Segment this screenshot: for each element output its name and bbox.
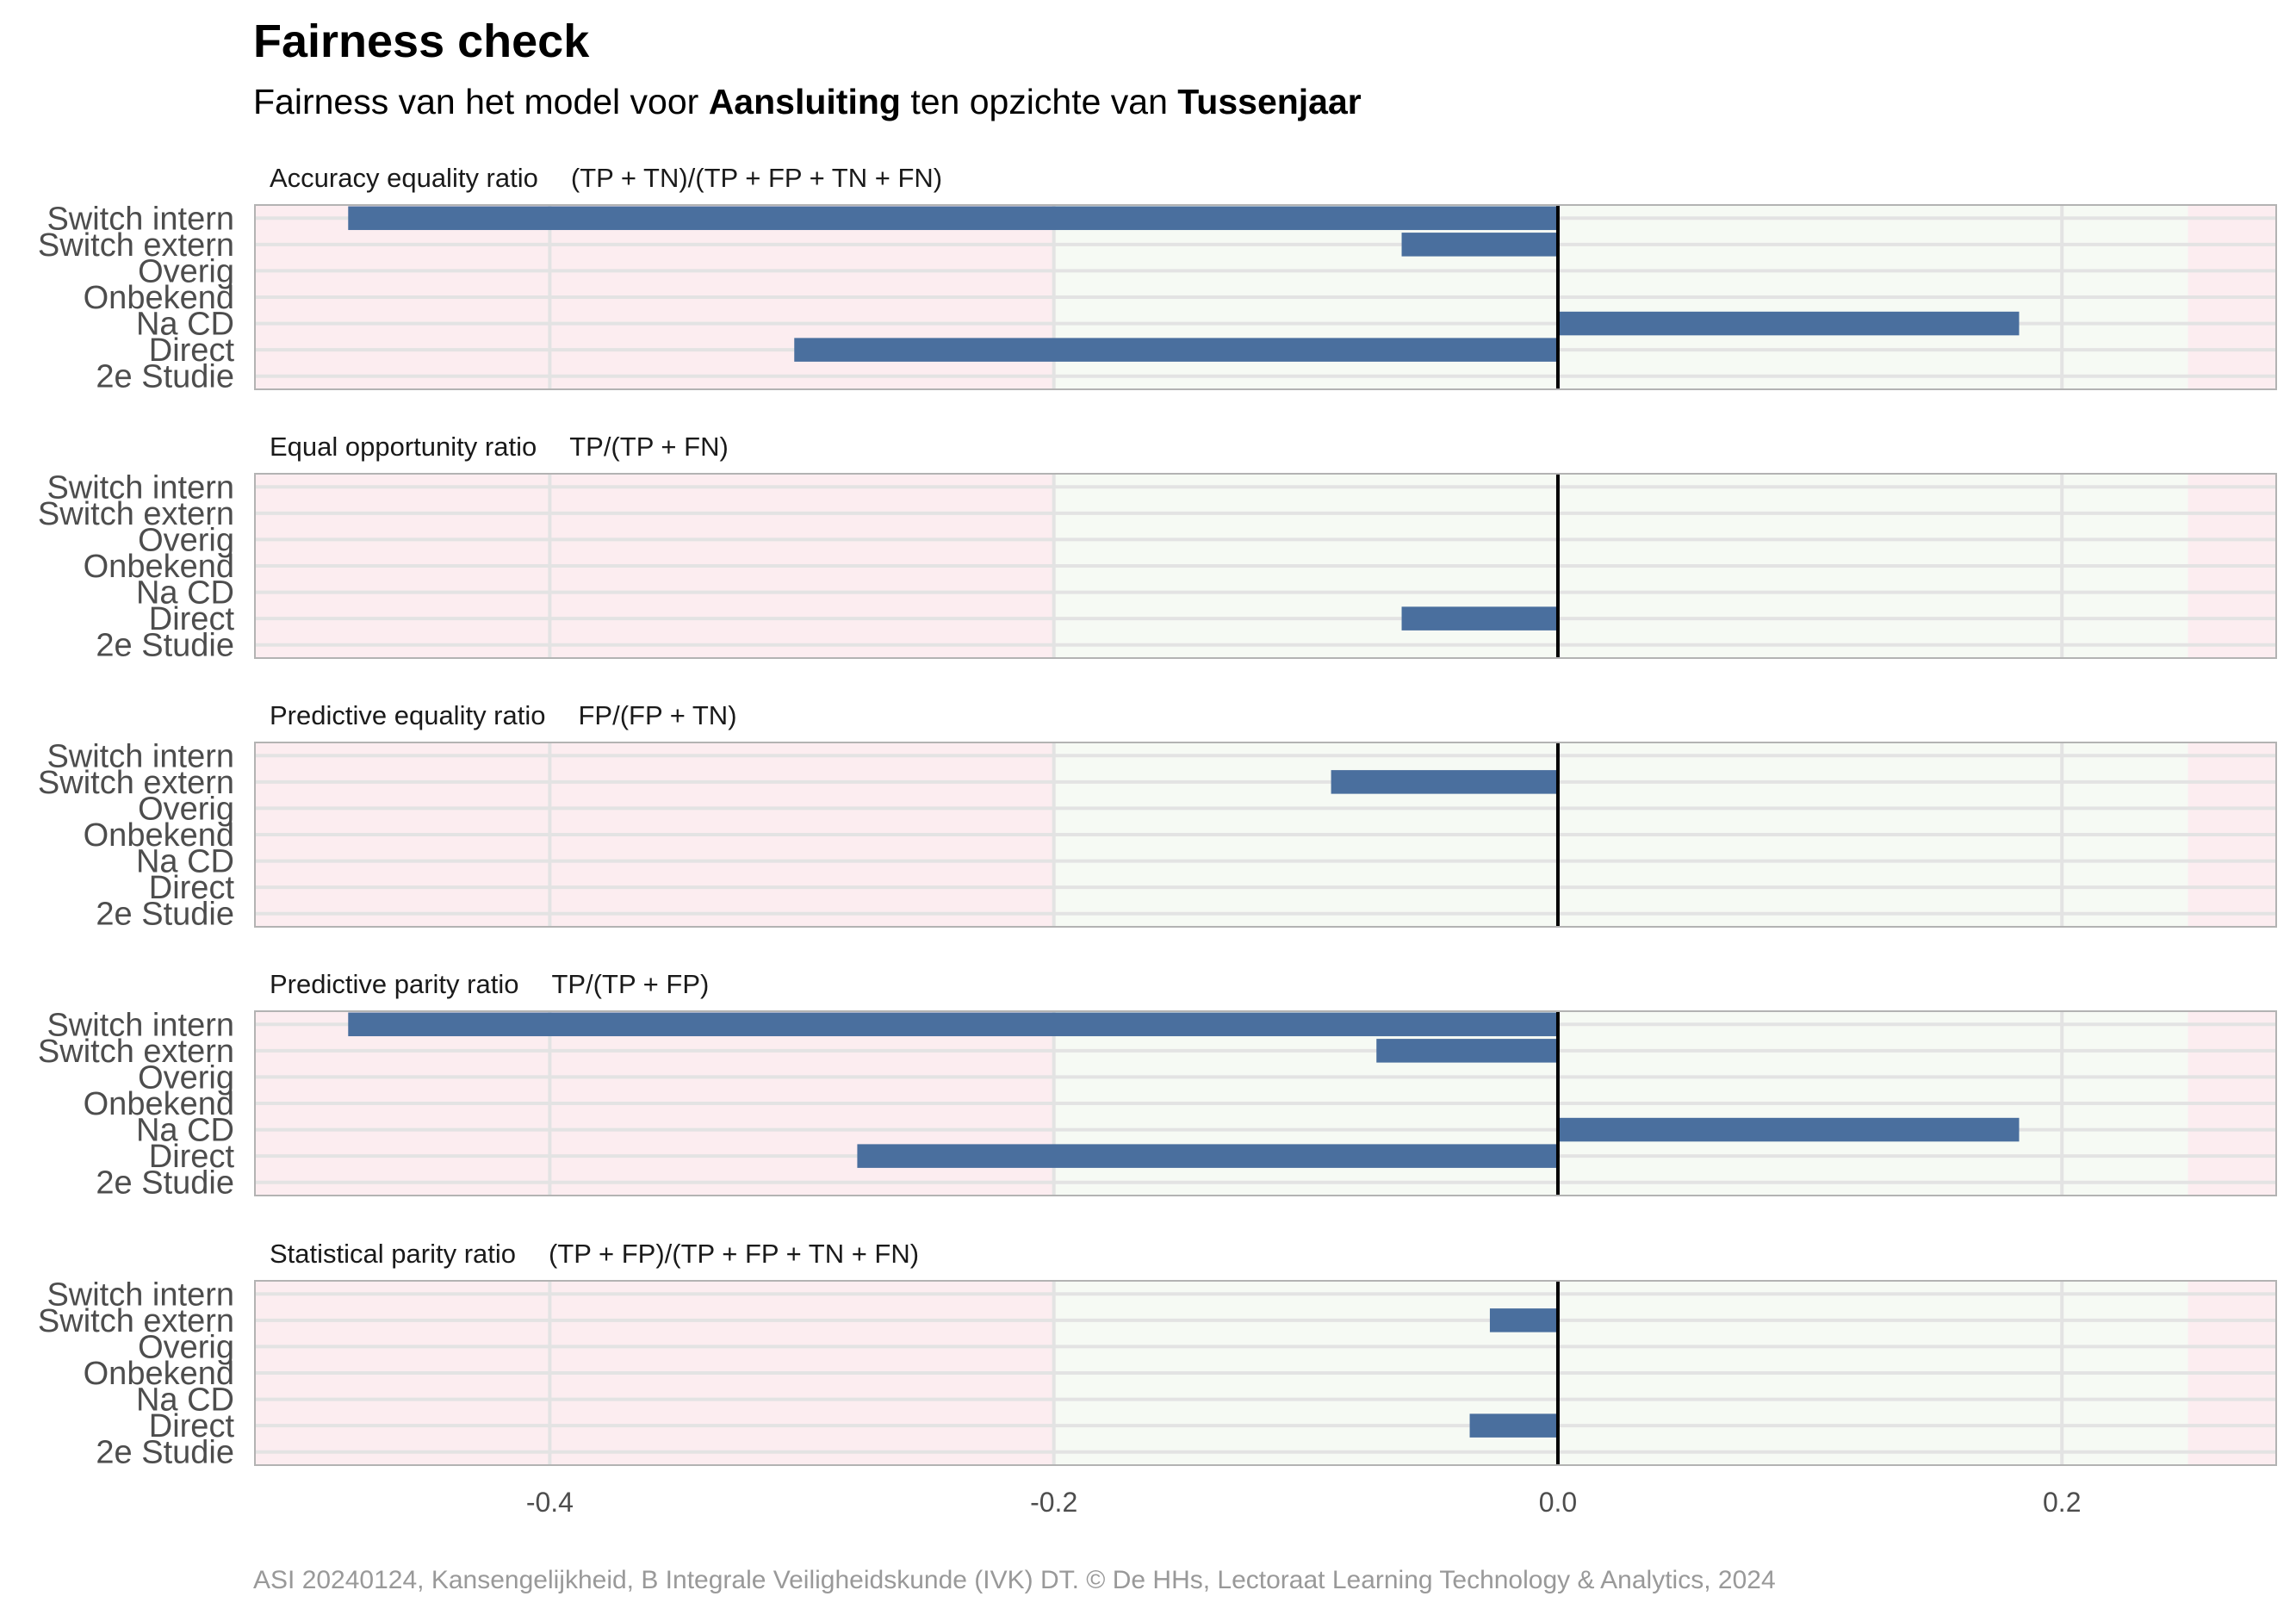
bar (794, 338, 1558, 362)
x-tick-label: -0.4 (526, 1487, 574, 1518)
chart-subtitle: Fairness van het model voor Aansluiting … (253, 76, 1362, 127)
category-label: Onbekend (84, 549, 234, 585)
x-tick-label: -0.2 (1030, 1487, 1077, 1518)
bar (1376, 1039, 1558, 1063)
category-label: Na CD (136, 307, 234, 343)
category-label: Overig (138, 1329, 234, 1365)
bar (857, 1144, 1558, 1168)
category-label: 2e Studie (96, 897, 234, 933)
bar (1401, 606, 1558, 630)
panel-title: Predictive equality ratio FP/(FP + TN) (270, 700, 737, 730)
bar (1489, 1308, 1558, 1332)
category-label: Na CD (136, 844, 234, 880)
category-label: Overig (138, 1059, 234, 1096)
category-label: Switch extern (38, 1303, 234, 1339)
bar (1401, 233, 1558, 257)
subtitle-model: Aansluiting (708, 82, 901, 121)
category-label: Switch extern (38, 496, 234, 532)
category-label: Switch extern (38, 1034, 234, 1070)
category-label: Onbekend (84, 1356, 234, 1392)
category-label: Switch extern (38, 227, 234, 264)
panel-border (254, 204, 2277, 390)
panel-title: Accuracy equality ratio (TP + TN)/(TP + F… (270, 163, 942, 193)
category-label: Overig (138, 791, 234, 827)
panel-title: Equal opportunity ratio TP/(TP + FN) (270, 432, 729, 462)
panel-title: Statistical parity ratio (TP + FP)/(TP + … (270, 1239, 919, 1269)
bar (1557, 1117, 2020, 1142)
subtitle-prefix: Fairness van het model voor (253, 82, 709, 121)
bar (1331, 770, 1558, 794)
bar (348, 206, 1558, 231)
category-label: Switch intern (47, 1276, 234, 1313)
category-label: Switch extern (38, 765, 234, 801)
category-label: Direct (149, 1408, 235, 1444)
category-label: Onbekend (84, 280, 234, 316)
chart-caption: ASI 20240124, Kansengelijkheid, B Integr… (253, 1566, 1776, 1594)
category-label: Direct (149, 870, 235, 906)
category-label: Direct (149, 601, 235, 637)
category-label: 2e Studie (96, 359, 234, 395)
chart-title: Fairness check (253, 16, 590, 67)
category-label: Na CD (136, 1382, 234, 1419)
category-label: 2e Studie (96, 1435, 234, 1471)
category-label: Switch intern (47, 738, 234, 774)
bar (1557, 311, 2020, 336)
panel-border (254, 1280, 2277, 1466)
category-label: Na CD (136, 1113, 234, 1149)
subtitle-middle: ten opzichte van (900, 82, 1178, 121)
panel-border (254, 742, 2277, 928)
panel-border (254, 1010, 2277, 1196)
category-label: Direct (149, 1139, 235, 1175)
x-tick-label: 0.2 (2043, 1487, 2081, 1518)
category-label: Onbekend (84, 817, 234, 854)
category-label: Overig (138, 253, 234, 289)
bar (348, 1012, 1558, 1037)
category-label: Overig (138, 522, 234, 558)
panel-title: Predictive parity ratio TP/(TP + FP) (270, 969, 709, 999)
panel-border (254, 473, 2277, 659)
category-label: Switch intern (47, 201, 234, 237)
category-label: Onbekend (84, 1086, 234, 1122)
category-label: 2e Studie (96, 1165, 234, 1202)
bar (1469, 1413, 1558, 1438)
x-tick-label: 0.0 (1539, 1487, 1577, 1518)
category-label: Direct (149, 332, 235, 369)
subtitle-group: Tussenjaar (1177, 82, 1362, 121)
category-label: 2e Studie (96, 628, 234, 664)
category-label: Switch intern (47, 469, 234, 506)
category-label: Na CD (136, 575, 234, 612)
category-label: Switch intern (47, 1007, 234, 1043)
